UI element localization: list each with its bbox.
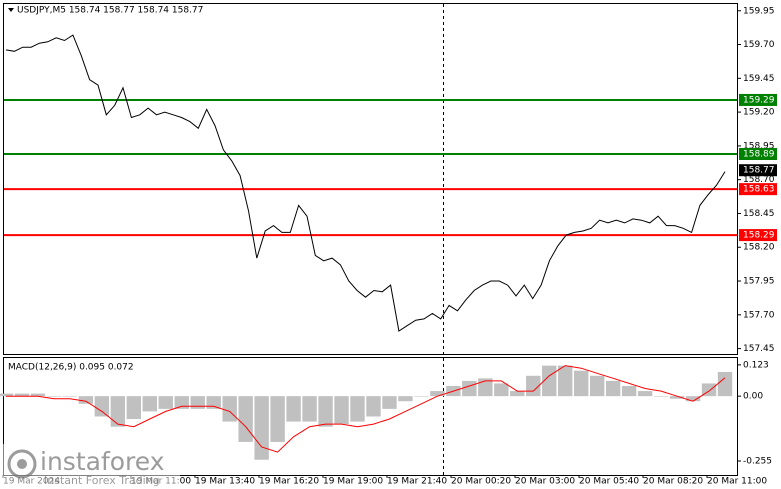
macd-title: MACD(12,26,9) 0.095 0.072: [8, 363, 134, 373]
macd-bar: [110, 396, 126, 427]
macd-bar: [94, 396, 110, 417]
price-line: [5, 34, 726, 332]
macd-bar: [637, 391, 653, 397]
level-tag: [739, 93, 777, 106]
macd-bar: [318, 396, 333, 427]
y-tick-label: 157.95: [743, 277, 775, 287]
y-tick-label: 159.70: [743, 40, 775, 50]
macd-bar: [510, 391, 525, 397]
macd-bar: [286, 396, 301, 422]
level-tag: [739, 148, 777, 160]
macd-bar: [717, 371, 733, 397]
x-tick-label: 19 Mar 13:40: [195, 477, 255, 487]
macd-bar: [222, 396, 237, 422]
level-label: 158.89: [743, 150, 775, 160]
level-label: 158.63: [743, 185, 775, 195]
macd-bar: [382, 396, 397, 409]
chart-title: USDJPY,M5 158.74 158.77 158.74 158.77: [17, 6, 203, 16]
level-tag: [739, 229, 777, 242]
macd-bar: [430, 391, 445, 397]
macd-bar: [206, 396, 221, 409]
x-tick-label: 19 Mar 16:20: [259, 477, 319, 487]
watermark-logo-dot: [17, 459, 27, 469]
y-tick-label: 157.45: [743, 344, 775, 354]
watermark-brand: instaforex: [40, 447, 165, 476]
watermark-bg: [0, 444, 180, 489]
last-price-tag: [739, 164, 777, 177]
macd-bar: [142, 396, 157, 412]
macd-bar: [414, 396, 429, 397]
macd-bar: [350, 396, 365, 422]
macd-bar: [270, 396, 285, 442]
y-tick-label: -0.255: [743, 457, 772, 467]
main-frame: [3, 3, 738, 355]
y-tick-label: 159.20: [743, 108, 775, 118]
macd-bar: [46, 396, 62, 397]
level-label: 159.29: [743, 95, 775, 105]
macd-bar: [238, 396, 253, 442]
macd-bar: [366, 396, 381, 417]
macd-bar: [78, 396, 94, 404]
macd-bar: [589, 375, 605, 397]
watermark: instaforex Instant Forex Trading: [0, 444, 180, 489]
menu-icon: [8, 8, 14, 12]
macd-bar: [30, 393, 46, 397]
macd-bar: [653, 396, 669, 397]
x-tick-label: 20 Mar 05:40: [579, 477, 639, 487]
macd-frame: [3, 357, 738, 476]
macd-bar: [574, 370, 589, 397]
macd-bar: [126, 396, 142, 420]
y-tick-label: 158.45: [743, 209, 775, 219]
macd-bar: [254, 396, 269, 460]
macd-bar: [494, 383, 509, 397]
watermark-tagline: Instant Forex Trading: [44, 474, 160, 487]
macd-bar: [0, 393, 14, 397]
macd-bar: [558, 365, 573, 397]
macd-bar: [14, 393, 30, 397]
y-tick-label: 158.20: [743, 243, 775, 253]
macd-bar: [669, 396, 685, 399]
y-tick-label: 0.123: [743, 360, 769, 370]
macd-bar: [174, 396, 189, 409]
macd-bar: [685, 396, 701, 402]
signal-line: [6, 365, 726, 453]
last-price-label: 158.77: [743, 166, 775, 176]
macd-bar: [190, 396, 205, 409]
macd-bar: [302, 396, 317, 422]
macd-bar: [398, 396, 413, 402]
y-tick-label: 159.95: [743, 6, 775, 16]
y-tick-label: 158.70: [743, 175, 775, 185]
macd-bar: [334, 396, 349, 425]
x-tick-label: 20 Mar 03:00: [515, 477, 575, 487]
macd-bar: [478, 378, 493, 397]
y-tick-label: 158.95: [743, 141, 775, 151]
x-tick-label: 20 Mar 08:20: [643, 477, 703, 487]
x-tick-label: 19 Mar 19:00: [323, 477, 383, 487]
x-tick-label: 19 Mar 21:40: [387, 477, 447, 487]
macd-bar: [158, 396, 173, 409]
macd-bar: [62, 396, 78, 397]
macd-bar: [605, 380, 621, 397]
macd-bar: [462, 380, 477, 397]
x-tick-label: 20 Mar 11:00: [707, 477, 767, 487]
macd-bar: [621, 385, 637, 397]
level-label: 158.29: [743, 231, 775, 241]
y-tick-label: 157.70: [743, 310, 775, 320]
level-tag: [739, 183, 777, 196]
x-tick-label: 20 Mar 00:20: [451, 477, 511, 487]
y-tick-label: 0.00: [743, 392, 763, 402]
watermark-logo: [7, 449, 37, 479]
y-tick-label: 159.45: [743, 74, 775, 84]
